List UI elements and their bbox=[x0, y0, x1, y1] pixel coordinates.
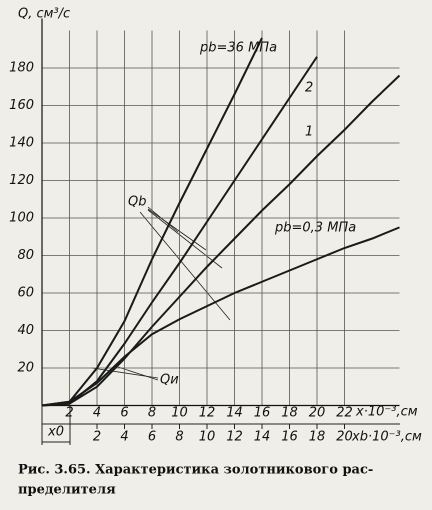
x2-tick-label: 8 bbox=[175, 430, 183, 445]
y-axis-label: Q, см³/с bbox=[18, 7, 70, 22]
x-tick-label: 6 bbox=[120, 406, 128, 421]
y-tick-label: 60 bbox=[17, 286, 34, 301]
x2-tick-label: 4 bbox=[120, 430, 128, 445]
leader-lines bbox=[91, 206, 231, 381]
annotation: Qb bbox=[128, 195, 146, 210]
x2-axis-label: xb·10⁻³,см bbox=[351, 430, 422, 445]
y-tick-label: 160 bbox=[9, 98, 34, 113]
x2-tick-label: 6 bbox=[148, 430, 156, 445]
x2-tick-label: 14 bbox=[254, 430, 271, 445]
x2-tick-label: 2 bbox=[93, 430, 101, 445]
series-label: 1 bbox=[305, 125, 313, 140]
series-line bbox=[41, 226, 400, 407]
x2-tick-label: 20 bbox=[336, 430, 353, 445]
x-tick-label: 8 bbox=[148, 406, 156, 421]
caption: Рис. 3.65. Характеристика золотникового … bbox=[18, 463, 373, 478]
x-tick-label: 22 bbox=[336, 406, 353, 421]
x2-tick-label: 10 bbox=[199, 430, 216, 445]
x-axis-label: x·10⁻³,см bbox=[355, 405, 418, 420]
y-tick-label: 20 bbox=[17, 361, 34, 376]
y-tick-label: 140 bbox=[9, 136, 34, 151]
x-tick-label: 12 bbox=[199, 406, 216, 421]
series-line bbox=[41, 37, 263, 407]
y-tick-label: 180 bbox=[9, 61, 34, 76]
x-tick-label: 14 bbox=[226, 406, 243, 421]
series-label: pb=0,3 МПа bbox=[274, 221, 356, 236]
x2-tick-label: 18 bbox=[309, 430, 326, 445]
caption: пределителя bbox=[18, 483, 116, 498]
series-line bbox=[41, 74, 401, 407]
x-tick-label: 18 bbox=[281, 406, 298, 421]
y-tick-label: 100 bbox=[9, 211, 34, 226]
x2-tick-label: 12 bbox=[226, 430, 243, 445]
annotation: Qи bbox=[160, 373, 179, 388]
x0-label: x0 bbox=[47, 425, 64, 440]
x-tick-label: 4 bbox=[93, 406, 101, 421]
x2-tick-label: 16 bbox=[281, 430, 298, 445]
x-tick-label: 20 bbox=[309, 406, 326, 421]
x-tick-label: 10 bbox=[171, 406, 188, 421]
series-label: pb=36 МПа bbox=[199, 41, 277, 56]
series-label: 2 bbox=[305, 81, 313, 96]
x-tick-label: 2 bbox=[65, 406, 73, 421]
y-tick-label: 80 bbox=[17, 248, 34, 263]
y-tick-label: 40 bbox=[17, 323, 34, 338]
x-tick-label: 16 bbox=[254, 406, 271, 421]
y-tick-label: 120 bbox=[9, 173, 34, 188]
